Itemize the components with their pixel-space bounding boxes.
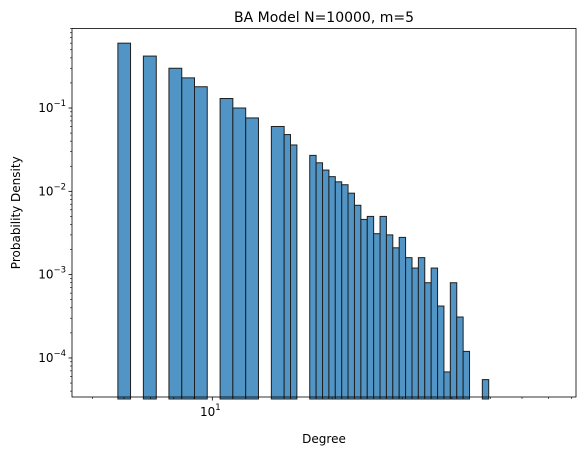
histogram-bar (270, 125, 285, 400)
histogram-bar (283, 134, 292, 400)
histogram-bar (481, 379, 490, 400)
histogram-bar (347, 192, 355, 400)
histogram-bar (379, 215, 387, 400)
y-tick-label: 10−4 (38, 349, 66, 365)
histogram-bar (117, 42, 132, 400)
histogram-bar (456, 316, 464, 400)
histogram-bar (290, 144, 298, 400)
histogram-bar (315, 162, 324, 400)
histogram-bar (360, 218, 368, 400)
histogram-bar (219, 98, 234, 400)
y-tick-label: 10−2 (38, 182, 66, 198)
chart-title: BA Model N=10000, m=5 (234, 10, 414, 26)
axes-frame (71, 28, 577, 398)
histogram-bar (366, 215, 375, 400)
histogram-bar (353, 204, 362, 400)
histogram-bar (443, 371, 451, 400)
histogram-bar (462, 350, 471, 400)
histogram-bar (142, 55, 157, 400)
histogram-bar (309, 154, 317, 400)
histogram-bar (245, 117, 259, 400)
histogram-bar (405, 257, 413, 400)
histogram-bar (232, 107, 247, 400)
histogram-bar (385, 234, 394, 400)
histogram-bar (398, 236, 407, 400)
histogram-bar (328, 176, 336, 400)
histogram-bar (373, 233, 381, 400)
histogram-bar (417, 257, 426, 400)
histogram-bar (341, 184, 349, 400)
histogram-bar (424, 282, 432, 400)
x-axis-label: Degree (302, 432, 346, 446)
y-axis-label: Probability Density (9, 156, 23, 269)
histogram-bar (430, 267, 439, 400)
histogram-bar (334, 181, 343, 400)
histogram-bar (449, 282, 458, 400)
histogram-bar (322, 169, 330, 400)
histogram-bar (181, 77, 195, 400)
histogram-bar (411, 267, 419, 400)
histogram-bar (194, 86, 208, 400)
y-tick-label: 10−1 (38, 99, 66, 115)
x-tick-label: 101 (200, 403, 221, 419)
histogram-bar (168, 67, 183, 400)
histogram-bar (437, 305, 445, 400)
bars-group (117, 42, 490, 400)
y-tick-label: 10−3 (38, 266, 66, 282)
histogram-bar (392, 247, 400, 400)
